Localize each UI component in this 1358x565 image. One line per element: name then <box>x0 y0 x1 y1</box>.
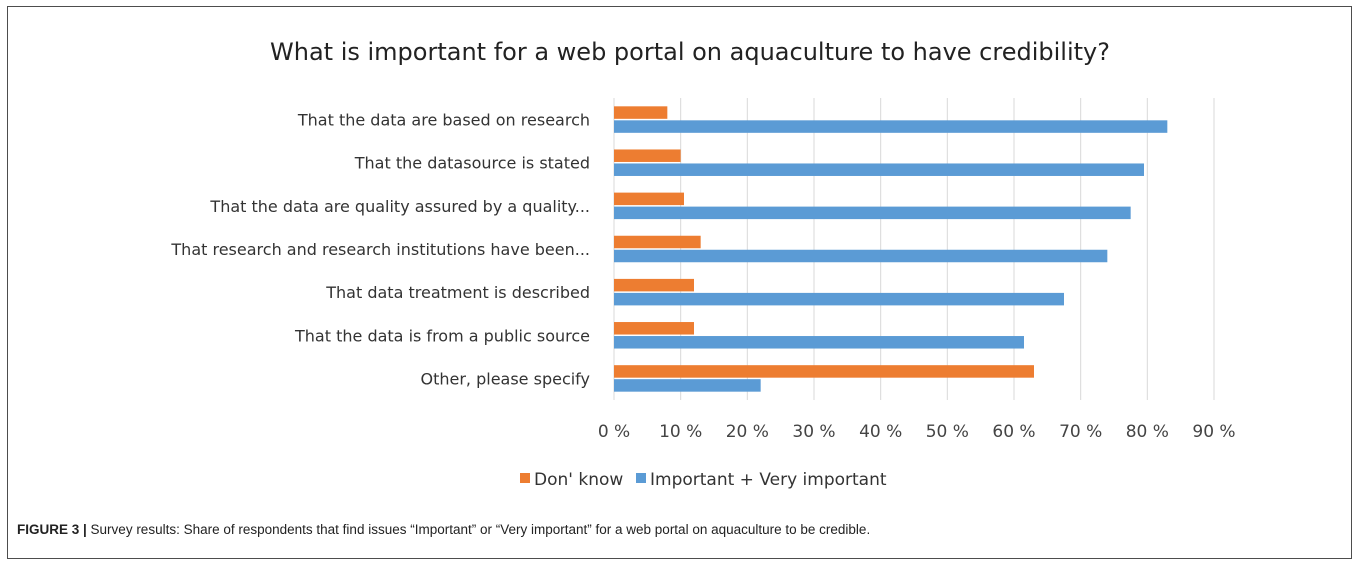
bar-dont-know <box>614 106 668 119</box>
x-tick-label: 90 % <box>1192 422 1235 442</box>
x-tick-label: 80 % <box>1126 422 1169 442</box>
bar-chart: What is important for a web portal on aq… <box>170 38 1236 490</box>
bar-dont-know <box>614 192 684 206</box>
legend-swatch <box>520 473 530 483</box>
bar-important <box>614 379 761 392</box>
x-tick-labels: 0 % 10 % 20 % 30 % 40 % 50 % 60 % 70 % 80 % 90 % <box>598 422 1236 442</box>
x-tick-label: 30 % <box>792 422 835 442</box>
category-labels: That the data are based on research That … <box>170 111 590 389</box>
chart-title: What is important for a web portal on aq… <box>270 38 1110 66</box>
bar-dont-know <box>614 365 1034 378</box>
x-tick-label: 50 % <box>926 422 969 442</box>
category-label: That the datasource is stated <box>354 154 590 173</box>
bar-important <box>614 163 1144 176</box>
bar-important <box>614 292 1064 306</box>
x-tick-label: 40 % <box>859 422 902 442</box>
legend-label: Don' know <box>534 470 623 490</box>
x-tick-label: 70 % <box>1059 422 1102 442</box>
bar-important <box>614 120 1168 133</box>
x-tick-label: 0 % <box>598 422 630 442</box>
bar-important <box>614 206 1131 220</box>
bar-important <box>614 336 1024 349</box>
legend-swatch <box>636 473 646 483</box>
bars <box>614 106 1168 392</box>
category-label: That the data are quality assured by a q… <box>209 197 590 216</box>
legend-label: Important + Very important <box>650 470 887 490</box>
category-label: That the data are based on research <box>297 111 590 130</box>
category-label: That the data is from a public source <box>294 326 590 345</box>
bar-important <box>614 249 1108 263</box>
category-label: That data treatment is described <box>325 283 590 302</box>
bar-dont-know <box>614 149 681 162</box>
caption-text: Survey results: Share of respondents tha… <box>86 522 871 537</box>
caption-lead: FIGURE 3 | <box>17 522 87 537</box>
category-label: Other, please specify <box>420 369 590 388</box>
bar-dont-know <box>614 278 694 292</box>
figure-caption: FIGURE 3 | Survey results: Share of resp… <box>17 522 1337 537</box>
legend: Don' know Important + Very important <box>520 470 887 490</box>
gridlines <box>613 98 1215 400</box>
x-tick-label: 20 % <box>726 422 769 442</box>
bar-dont-know <box>614 235 701 249</box>
bar-dont-know <box>614 322 694 335</box>
x-tick-label: 60 % <box>992 422 1035 442</box>
category-label: That research and research institutions … <box>170 240 590 259</box>
x-tick-label: 10 % <box>659 422 702 442</box>
